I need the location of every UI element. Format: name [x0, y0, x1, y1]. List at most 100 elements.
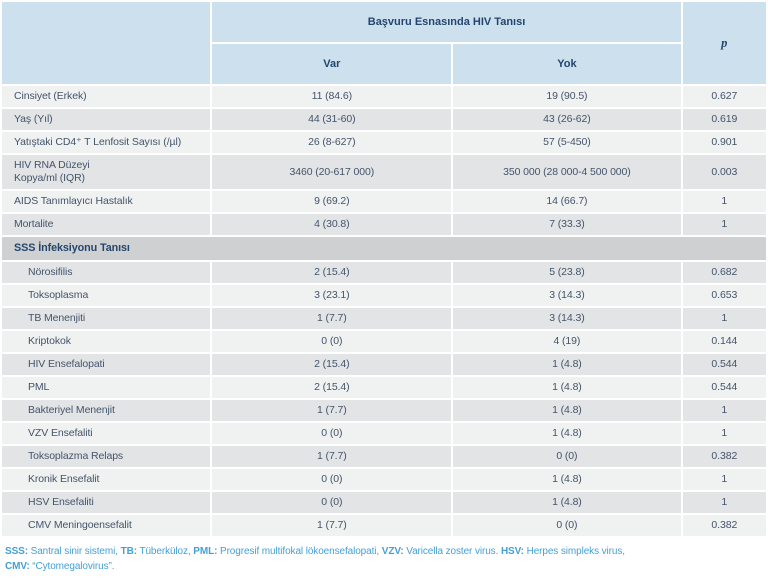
table-row: Kronik Ensefalit 0 (0) 1 (4.8) 1 [2, 469, 766, 490]
value-yok: 19 (90.5) [453, 86, 681, 107]
row-label: Nörosifilis [2, 262, 211, 283]
value-p: 0.544 [682, 377, 766, 398]
section-label: SSS İnfeksiyonu Tanısı [2, 237, 766, 260]
footnote-abbr: PML: [193, 546, 218, 557]
section-header-row: SSS İnfeksiyonu Tanısı [2, 237, 766, 260]
footnote-text: Progresif multifokal lökoensefalopati, [217, 546, 382, 557]
row-label: Yatıştaki CD4⁺ T Lenfosit Sayısı (/µl) [2, 132, 211, 153]
table-row: Nörosifilis 2 (15.4) 5 (23.8) 0.682 [2, 262, 766, 283]
hiv-diagnosis-table: Başvuru Esnasında HIV Tanısı p Var Yok C… [2, 2, 766, 536]
row-label: CMV Meningoensefalit [2, 515, 211, 536]
value-yok: 5 (23.8) [453, 262, 681, 283]
row-label: AIDS Tanımlayıcı Hastalık [2, 191, 211, 212]
value-p: 1 [682, 191, 766, 212]
value-p: 0.682 [682, 262, 766, 283]
value-p: 0.544 [682, 354, 766, 375]
value-yok: 7 (33.3) [453, 214, 681, 235]
footnote-text: “Cytomegalovirus”. [29, 561, 115, 572]
footnote-text: Tüberküloz, [136, 546, 194, 557]
value-var: 0 (0) [212, 492, 452, 513]
value-var: 1 (7.7) [212, 308, 452, 329]
value-p: 0.003 [682, 155, 766, 189]
value-p: 1 [682, 423, 766, 444]
value-yok: 1 (4.8) [453, 423, 681, 444]
table-row: Toksoplazma Relaps 1 (7.7) 0 (0) 0.382 [2, 446, 766, 467]
value-var: 11 (84.6) [212, 86, 452, 107]
value-var: 3 (23.1) [212, 285, 452, 306]
row-label: Kriptokok [2, 331, 211, 352]
value-yok: 3 (14.3) [453, 308, 681, 329]
table-row: VZV Ensefaliti 0 (0) 1 (4.8) 1 [2, 423, 766, 444]
value-var: 2 (15.4) [212, 262, 452, 283]
value-var: 9 (69.2) [212, 191, 452, 212]
table-row: Mortalite 4 (30.8) 7 (33.3) 1 [2, 214, 766, 235]
value-var: 0 (0) [212, 469, 452, 490]
value-yok: 3 (14.3) [453, 285, 681, 306]
value-yok: 1 (4.8) [453, 469, 681, 490]
corner-cell [2, 2, 211, 84]
value-var: 26 (8-627) [212, 132, 452, 153]
footnote-abbr: HSV: [500, 546, 524, 557]
column-header-var: Var [212, 44, 452, 84]
column-group-header: Başvuru Esnasında HIV Tanısı [212, 2, 681, 42]
value-var: 2 (15.4) [212, 377, 452, 398]
footnote: SSS: Santral sinir sistemi, TB: Tüberkül… [0, 544, 768, 574]
value-yok: 1 (4.8) [453, 377, 681, 398]
column-header-p: p [682, 2, 766, 84]
value-p: 1 [682, 308, 766, 329]
row-label: Bakteriyel Menenjit [2, 400, 211, 421]
value-var: 0 (0) [212, 423, 452, 444]
value-yok: 0 (0) [453, 446, 681, 467]
row-label: Mortalite [2, 214, 211, 235]
value-p: 1 [682, 492, 766, 513]
table-row: Yatıştaki CD4⁺ T Lenfosit Sayısı (/µl) 2… [2, 132, 766, 153]
row-label: Cinsiyet (Erkek) [2, 86, 211, 107]
row-label: Toksoplazma Relaps [2, 446, 211, 467]
value-p: 1 [682, 400, 766, 421]
value-p: 0.627 [682, 86, 766, 107]
column-header-yok: Yok [453, 44, 681, 84]
table-row: Cinsiyet (Erkek) 11 (84.6) 19 (90.5) 0.6… [2, 86, 766, 107]
table-row: Kriptokok 0 (0) 4 (19) 0.144 [2, 331, 766, 352]
value-yok: 57 (5-450) [453, 132, 681, 153]
table-row: HSV Ensefaliti 0 (0) 1 (4.8) 1 [2, 492, 766, 513]
table-row: Toksoplasma 3 (23.1) 3 (14.3) 0.653 [2, 285, 766, 306]
value-p: 0.144 [682, 331, 766, 352]
table-header: Başvuru Esnasında HIV Tanısı p Var Yok [2, 2, 766, 84]
footnote-text: Santral sinir sistemi, [27, 546, 121, 557]
table-row: TB Menenjiti 1 (7.7) 3 (14.3) 1 [2, 308, 766, 329]
table-row: Bakteriyel Menenjit 1 (7.7) 1 (4.8) 1 [2, 400, 766, 421]
value-yok: 43 (26-62) [453, 109, 681, 130]
value-yok: 1 (4.8) [453, 400, 681, 421]
value-p: 0.901 [682, 132, 766, 153]
value-var: 1 (7.7) [212, 446, 452, 467]
row-label: Toksoplasma [2, 285, 211, 306]
row-label: HIV Ensefalopati [2, 354, 211, 375]
value-yok: 1 (4.8) [453, 354, 681, 375]
value-yok: 350 000 (28 000-4 500 000) [453, 155, 681, 189]
value-yok: 0 (0) [453, 515, 681, 536]
table-row: AIDS Tanımlayıcı Hastalık 9 (69.2) 14 (6… [2, 191, 766, 212]
footnote-line-2: CMV: “Cytomegalovirus”. [5, 559, 768, 574]
row-label: HIV RNA Düzeyi Kopya/ml (IQR) [2, 155, 211, 189]
footnote-abbr: TB: [120, 546, 137, 557]
value-yok: 14 (66.7) [453, 191, 681, 212]
footnote-text: Varicella zoster virus. [403, 546, 501, 557]
value-var: 4 (30.8) [212, 214, 452, 235]
footnote-text: Herpes simpleks virus, [523, 546, 625, 557]
value-p: 0.653 [682, 285, 766, 306]
row-label: HSV Ensefaliti [2, 492, 211, 513]
table-row: PML 2 (15.4) 1 (4.8) 0.544 [2, 377, 766, 398]
row-label: VZV Ensefaliti [2, 423, 211, 444]
value-var: 2 (15.4) [212, 354, 452, 375]
table-row: CMV Meningoensefalit 1 (7.7) 0 (0) 0.382 [2, 515, 766, 536]
footnote-abbr: VZV: [381, 546, 404, 557]
value-var: 1 (7.7) [212, 515, 452, 536]
value-var: 1 (7.7) [212, 400, 452, 421]
table-row: HIV Ensefalopati 2 (15.4) 1 (4.8) 0.544 [2, 354, 766, 375]
value-yok: 1 (4.8) [453, 492, 681, 513]
value-p: 0.619 [682, 109, 766, 130]
value-p: 0.382 [682, 446, 766, 467]
footnote-line-1: SSS: Santral sinir sistemi, TB: Tüberkül… [5, 544, 768, 559]
value-var: 3460 (20-617 000) [212, 155, 452, 189]
